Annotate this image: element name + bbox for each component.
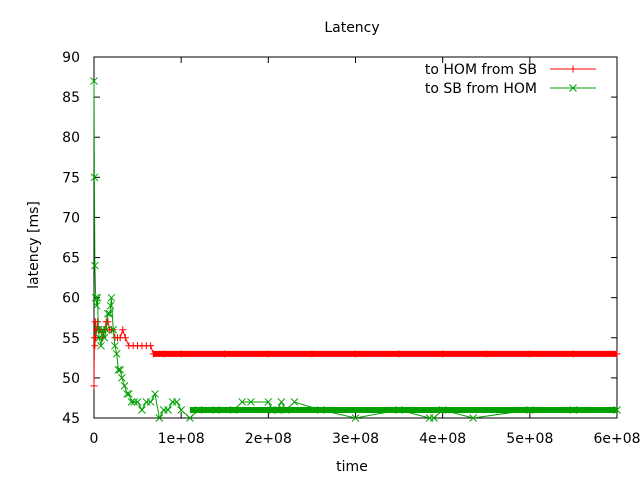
y-tick-label: 70 [62,210,80,226]
chart-title: Latency [324,20,379,36]
data-point [155,414,164,422]
x-tick-label: 1e+08 [158,431,205,447]
y-tick-label: 60 [62,291,80,307]
legend-label-hom-from-sb: to HOM from SB [425,62,537,78]
y-tick-label: 45 [62,411,80,427]
x-tick-label: 6e+08 [593,431,640,447]
data-point [92,334,100,342]
data-point [123,390,131,398]
data-point [264,398,273,406]
data-point [90,77,98,85]
data-point [469,414,478,422]
series-line [93,81,617,420]
data-point [106,301,115,310]
plot-frame [93,56,618,419]
data-point [91,293,100,302]
data-point [105,309,114,318]
data-point [90,382,98,390]
data-point [164,406,172,414]
data-point [118,374,126,382]
series-sb-from-hom [90,77,621,422]
data-point [104,318,112,326]
data-point [151,390,159,398]
data-point [111,341,119,350]
data-point [238,398,247,406]
data-point [146,398,155,406]
data-point [430,414,438,422]
data-point [91,342,99,350]
y-tick-label: 75 [62,170,80,186]
y-tick-label: 85 [62,90,80,106]
y-tick-label: 50 [62,371,80,387]
plot-area [93,56,618,419]
data-point [116,366,125,374]
data-point [93,293,102,302]
x-tick-label: 4e+08 [419,431,466,447]
data-point [177,406,186,414]
data-point [247,398,255,406]
legend: to HOM from SB to SB from HOM [425,62,596,97]
data-point [98,325,107,334]
data-point [138,406,146,414]
data-point [93,318,101,326]
legend-label-sb-from-hom: to SB from HOM [425,81,537,97]
legend-marker [569,65,577,73]
y-tick-label: 55 [62,331,80,347]
x-tick-label: 3e+08 [332,431,379,447]
y-tick-label: 90 [62,50,80,66]
data-point [277,398,286,406]
data-point [104,309,112,318]
data-point [127,398,136,406]
x-axis-label: time [336,459,368,475]
data-point [130,398,138,406]
data-point [133,398,142,406]
x-tick-label: 2e+08 [245,431,292,447]
data-point [112,349,121,358]
y-tick-label: 80 [62,130,80,146]
x-tick-label: 0 [90,431,99,447]
data-point [172,398,181,406]
x-axis: 0 1e+08 2e+08 3e+08 4e+08 5e+08 6e+08 [90,57,640,447]
y-axis: 45 50 55 60 65 70 75 80 85 90 [62,50,617,427]
data-point [121,334,129,342]
y-axis-label: latency [ms] [26,201,42,289]
data-point [100,333,109,342]
x-tick-label: 5e+08 [506,431,553,447]
legend-marker [569,84,577,92]
data-point [120,382,129,390]
data-point [107,293,116,302]
data-point [102,325,111,334]
series-hom-from-sb [90,318,621,390]
data-point [92,301,101,310]
data-point [290,398,299,406]
data-point [186,414,194,422]
data-point [91,261,99,270]
y-tick-label: 65 [62,251,80,267]
data-point [97,341,105,350]
data-point [109,325,118,334]
data-point [114,366,123,374]
data-point [351,414,360,422]
series-layer [90,77,621,422]
data-point [125,390,133,398]
data-point [147,342,155,350]
data-point [119,326,127,334]
data-point [90,173,99,182]
